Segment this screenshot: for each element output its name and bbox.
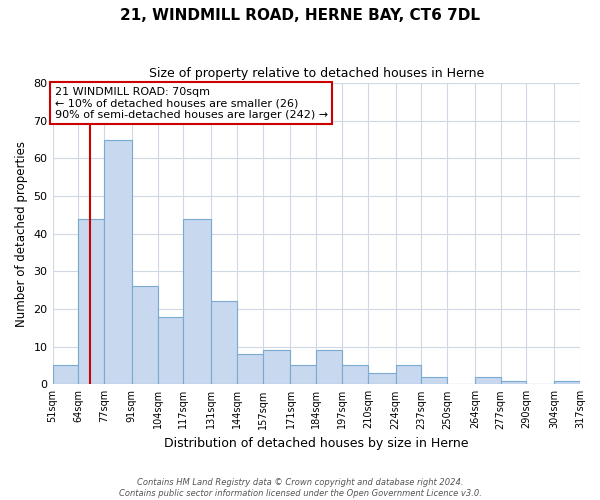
Bar bbox=[53, 366, 79, 384]
Bar bbox=[421, 377, 447, 384]
Bar bbox=[475, 377, 500, 384]
Bar bbox=[79, 218, 104, 384]
Bar bbox=[554, 380, 580, 384]
Bar bbox=[237, 354, 263, 384]
Bar bbox=[132, 286, 158, 384]
Bar bbox=[158, 316, 184, 384]
Bar bbox=[104, 140, 132, 384]
Bar bbox=[368, 373, 395, 384]
Bar bbox=[316, 350, 342, 384]
Text: 21, WINDMILL ROAD, HERNE BAY, CT6 7DL: 21, WINDMILL ROAD, HERNE BAY, CT6 7DL bbox=[120, 8, 480, 22]
Y-axis label: Number of detached properties: Number of detached properties bbox=[15, 140, 28, 326]
Text: 21 WINDMILL ROAD: 70sqm
← 10% of detached houses are smaller (26)
90% of semi-de: 21 WINDMILL ROAD: 70sqm ← 10% of detache… bbox=[55, 87, 328, 120]
Bar bbox=[290, 366, 316, 384]
X-axis label: Distribution of detached houses by size in Herne: Distribution of detached houses by size … bbox=[164, 437, 469, 450]
Bar bbox=[263, 350, 290, 384]
Bar bbox=[184, 218, 211, 384]
Text: Contains HM Land Registry data © Crown copyright and database right 2024.
Contai: Contains HM Land Registry data © Crown c… bbox=[119, 478, 481, 498]
Bar bbox=[342, 366, 368, 384]
Bar bbox=[211, 302, 237, 384]
Title: Size of property relative to detached houses in Herne: Size of property relative to detached ho… bbox=[149, 68, 484, 80]
Bar bbox=[395, 366, 421, 384]
Bar bbox=[500, 380, 526, 384]
